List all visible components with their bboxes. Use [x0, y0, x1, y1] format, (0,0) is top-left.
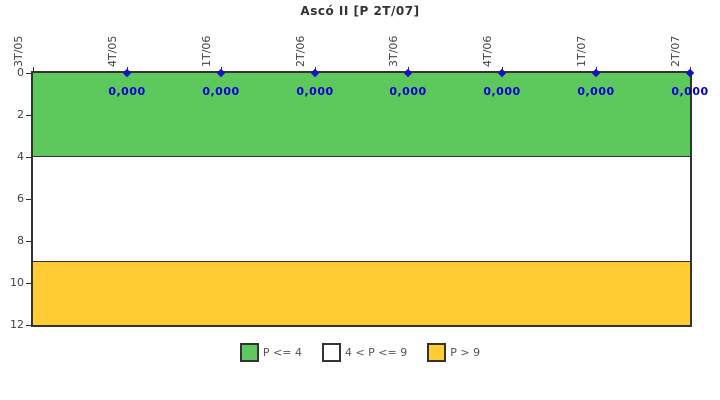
- y-tick: [26, 115, 31, 116]
- data-point-label: 0,000: [202, 85, 240, 98]
- band-P>9: [33, 262, 690, 325]
- data-point-label: 0,000: [671, 85, 709, 98]
- x-tick-label: 2T/06: [294, 35, 307, 67]
- legend-item: P <= 4: [239, 343, 302, 362]
- legend-label: P <= 4: [262, 346, 302, 359]
- legend-label: P > 9: [450, 346, 481, 359]
- chart-title: Ascó II [P 2T/07]: [300, 4, 420, 18]
- legend-item: P > 9: [427, 343, 480, 362]
- y-tick-label: 0: [17, 66, 24, 79]
- legend-item: 4 < P <= 9: [321, 343, 408, 362]
- x-tick-label: 4T/05: [106, 35, 119, 67]
- data-point-label: 0,000: [577, 85, 615, 98]
- y-tick-label: 2: [17, 108, 24, 121]
- legend-label: 4 < P <= 9: [344, 346, 408, 359]
- x-tick-label: 1T/06: [200, 35, 213, 67]
- y-tick: [26, 157, 31, 158]
- y-tick-label: 12: [10, 318, 24, 331]
- x-tick-label: 3T/05: [12, 35, 25, 67]
- y-tick-label: 10: [10, 276, 24, 289]
- band-P<=4: [33, 73, 690, 157]
- y-tick: [26, 283, 31, 284]
- data-point-label: 0,000: [483, 85, 521, 98]
- legend: P <= 4 4 < P <= 9 P > 9: [0, 343, 720, 362]
- y-tick: [26, 325, 31, 326]
- x-tick: [33, 67, 34, 73]
- legend-swatch: [239, 343, 259, 362]
- band-4<P<=9: [33, 157, 690, 262]
- x-tick-label: 4T/06: [481, 35, 494, 67]
- legend-swatch: [321, 343, 341, 362]
- y-tick-label: 6: [17, 192, 24, 205]
- y-tick: [26, 241, 31, 242]
- x-tick-label: 1T/07: [575, 35, 588, 67]
- data-point-label: 0,000: [389, 85, 427, 98]
- plot-area: [31, 71, 692, 327]
- y-tick-label: 8: [17, 234, 24, 247]
- data-point-label: 0,000: [108, 85, 146, 98]
- y-tick-label: 4: [17, 150, 24, 163]
- legend-swatch: [427, 343, 447, 362]
- y-tick: [26, 199, 31, 200]
- y-tick: [26, 73, 31, 74]
- x-tick-label: 2T/07: [669, 35, 682, 67]
- data-point-label: 0,000: [296, 85, 334, 98]
- x-tick-label: 3T/06: [387, 35, 400, 67]
